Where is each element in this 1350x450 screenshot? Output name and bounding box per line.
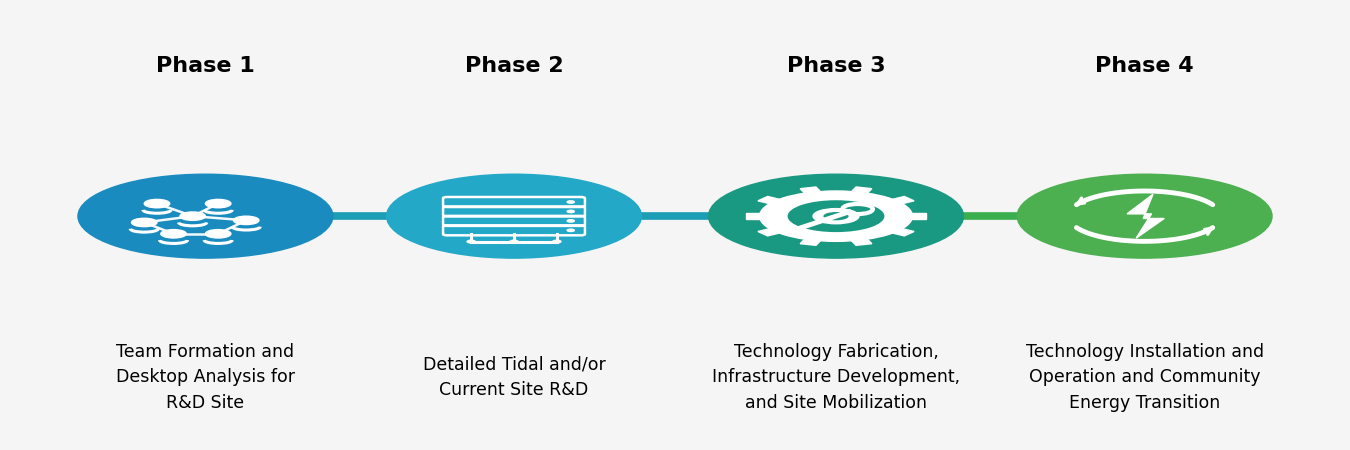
Circle shape: [386, 174, 641, 258]
Circle shape: [1017, 174, 1272, 258]
Text: Phase 4: Phase 4: [1095, 56, 1193, 76]
Text: Detailed Tidal and/or
Current Site R&D: Detailed Tidal and/or Current Site R&D: [423, 356, 605, 399]
Polygon shape: [745, 213, 760, 219]
Text: Technology Installation and
Operation and Community
Energy Transition: Technology Installation and Operation an…: [1026, 343, 1264, 412]
Polygon shape: [892, 197, 914, 203]
Polygon shape: [892, 229, 914, 236]
Text: Team Formation and
Desktop Analysis for
R&D Site: Team Formation and Desktop Analysis for …: [116, 343, 294, 412]
Text: Phase 3: Phase 3: [787, 56, 886, 76]
Circle shape: [813, 209, 859, 224]
Circle shape: [567, 229, 574, 231]
Circle shape: [824, 212, 849, 220]
Circle shape: [552, 240, 560, 243]
Text: Technology Fabrication,
Infrastructure Development,
and Site Mobilization: Technology Fabrication, Infrastructure D…: [711, 343, 960, 412]
Circle shape: [760, 191, 913, 241]
Polygon shape: [757, 229, 779, 236]
Circle shape: [205, 199, 231, 208]
Text: Phase 2: Phase 2: [464, 56, 563, 76]
Circle shape: [144, 199, 170, 208]
Circle shape: [205, 230, 231, 238]
Circle shape: [567, 210, 574, 212]
Text: Phase 1: Phase 1: [157, 56, 255, 76]
Polygon shape: [1127, 194, 1164, 238]
Polygon shape: [757, 197, 779, 203]
Polygon shape: [801, 187, 821, 193]
Polygon shape: [852, 239, 872, 245]
Circle shape: [161, 230, 186, 238]
Circle shape: [234, 216, 259, 225]
Circle shape: [180, 212, 205, 220]
Circle shape: [787, 200, 884, 232]
Circle shape: [510, 240, 518, 243]
Circle shape: [567, 201, 574, 203]
Circle shape: [567, 220, 574, 222]
Circle shape: [467, 240, 475, 243]
Circle shape: [709, 174, 964, 258]
Circle shape: [78, 174, 333, 258]
Polygon shape: [913, 213, 926, 219]
Polygon shape: [801, 239, 821, 245]
Circle shape: [131, 218, 157, 227]
Polygon shape: [852, 187, 872, 193]
